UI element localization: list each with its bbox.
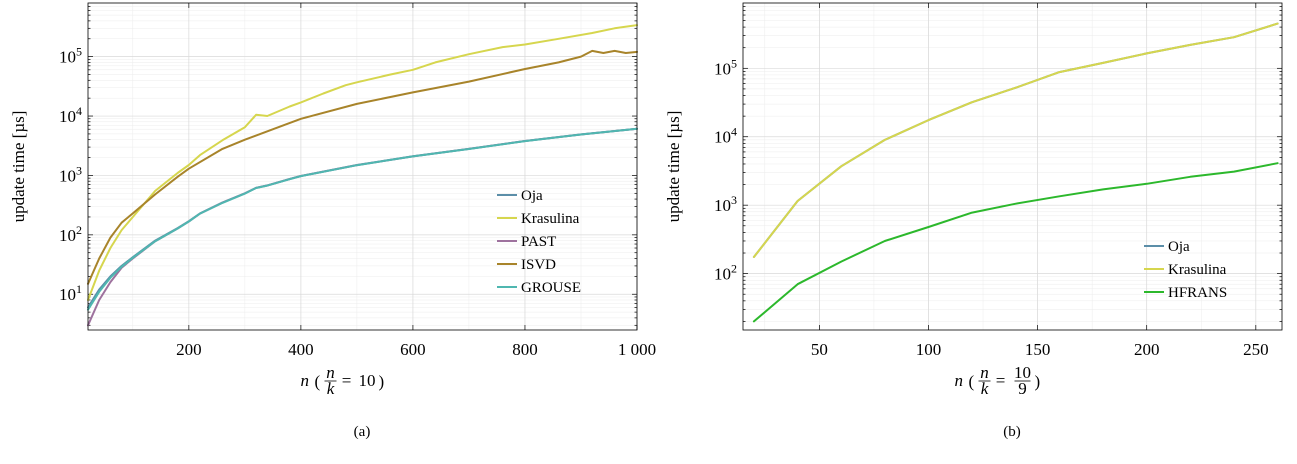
- y-tick-label: 102: [59, 223, 82, 245]
- x-axis-label-equals: =: [996, 371, 1006, 390]
- y-tick-label: 105: [714, 56, 737, 78]
- y-axis-label: update time [µs]: [9, 111, 28, 223]
- x-axis-label-frac-den: 9: [1018, 379, 1027, 398]
- x-axis-label-paren-close: ): [1035, 372, 1041, 391]
- series-line-isvd: [87, 49, 638, 285]
- plot-area: [87, 24, 638, 327]
- y-tick-label: 103: [59, 163, 82, 185]
- grid: [743, 3, 1282, 330]
- chart-caption: (b): [1003, 424, 1021, 440]
- y-tick-label: 103: [714, 193, 737, 215]
- x-axis-label-ratio-num: n: [326, 363, 335, 382]
- x-tick-label: 400: [288, 340, 314, 359]
- series-line-hfrans: [752, 162, 1279, 323]
- x-axis-label: n ( nk = 109): [955, 363, 1041, 398]
- x-axis-label-frac-num: 10: [1014, 363, 1031, 382]
- x-tick-label: 800: [512, 340, 538, 359]
- legend-label-grouse: GROUSE: [521, 280, 581, 296]
- legend: Oja Krasulina HFRANS: [1144, 239, 1227, 301]
- x-axis-label-paren: (: [969, 372, 975, 391]
- y-tick-label: 105: [59, 45, 82, 67]
- grid: [88, 3, 638, 330]
- x-tick-label: 200: [1134, 340, 1160, 359]
- series-line-grouse: [87, 127, 638, 311]
- series-line-krasulina: [752, 22, 1279, 258]
- x-tick-label: 600: [400, 340, 426, 359]
- y-tick-label: 101: [59, 282, 82, 304]
- legend-label-krasulina: Krasulina: [521, 211, 580, 227]
- y-tick-label: 104: [59, 104, 82, 126]
- x-axis-label-ratio-num: n: [980, 363, 989, 382]
- legend-label-oja: Oja: [521, 188, 543, 204]
- chart-a: 101 102 103 104 105 200 400 600 800 1 000 Oja Krasu…: [9, 2, 656, 440]
- x-axis-label-paren: (: [315, 372, 321, 391]
- x-axis-label-equals: =: [342, 371, 352, 390]
- x-tick-label: 150: [1025, 340, 1051, 359]
- y-tick-label: 104: [714, 125, 737, 147]
- y-axis-label: update time [µs]: [664, 111, 683, 223]
- legend-label-krasulina: Krasulina: [1168, 262, 1227, 278]
- legend-label-oja: Oja: [1168, 239, 1190, 255]
- x-axis-label-ratio-den: k: [981, 379, 989, 398]
- chart-b: 102 103 104 105 50 100 150 200 250 Oja Krasulina HF…: [664, 2, 1283, 440]
- x-tick-label: 50: [811, 340, 828, 359]
- legend-label-past: PAST: [521, 234, 556, 250]
- x-axis-label-value: 10: [359, 371, 376, 390]
- plot-frame: [87, 2, 638, 331]
- chart-caption: (a): [354, 424, 371, 440]
- legend: Oja Krasulina PAST ISVD GROUSE: [497, 188, 581, 296]
- plot-area: [752, 22, 1279, 323]
- x-axis-label-paren-close: ): [379, 372, 385, 391]
- x-axis-label-var: n: [955, 371, 964, 390]
- x-axis-label-var: n: [301, 371, 310, 390]
- plot-frame: [742, 2, 1283, 331]
- y-tick-label: 102: [714, 262, 737, 284]
- x-tick-label: 250: [1243, 340, 1269, 359]
- series-line-oja: [752, 22, 1279, 258]
- legend-label-isvd: ISVD: [521, 257, 556, 273]
- x-axis-label-ratio-den: k: [327, 379, 335, 398]
- x-tick-label: 1 000: [618, 340, 656, 359]
- x-tick-label: 100: [916, 340, 942, 359]
- x-tick-label: 200: [176, 340, 202, 359]
- legend-label-hfrans: HFRANS: [1168, 285, 1227, 301]
- x-axis-label: n ( nk = 10): [301, 363, 385, 398]
